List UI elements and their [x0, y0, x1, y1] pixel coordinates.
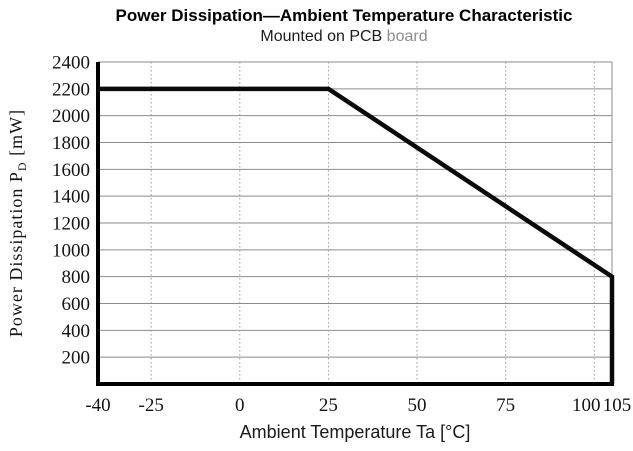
y-tick-label: 800: [62, 267, 91, 288]
chart-subtitle: Mounted on PCB board: [55, 28, 633, 46]
y-tick-label: 1400: [52, 187, 90, 208]
x-tick-label: 50: [408, 395, 427, 416]
y-axis-title: Power Dissipation PD [mW]: [6, 109, 29, 337]
chart-title: Power Dissipation—Ambient Temperature Ch…: [115, 6, 573, 25]
y-tick-label: 600: [62, 294, 91, 315]
y-tick-label: 2400: [52, 53, 90, 74]
x-tick-label: -25: [139, 395, 164, 416]
y-tick-label: 2200: [52, 79, 90, 100]
y-tick-label: 1200: [52, 214, 90, 235]
x-tick-label: 100: [572, 395, 601, 416]
y-tick-label: 200: [62, 348, 91, 369]
y-tick-label: 2000: [52, 106, 90, 127]
x-tick-label: 0: [235, 395, 245, 416]
y-tick-label: 1000: [52, 240, 90, 261]
x-tick-label: 25: [319, 395, 338, 416]
y-tick-label: 1800: [52, 133, 90, 154]
power-derating-line: [98, 86, 615, 384]
x-tick-label: -40: [85, 395, 110, 416]
chart-subtitle-note: board: [382, 28, 428, 45]
y-tick-label: 400: [62, 321, 91, 342]
x-axis-title: Ambient Temperature Ta [°C]: [240, 422, 471, 442]
x-tick-label: 75: [496, 395, 515, 416]
chart-subtitle-main: Mounted on PCB: [260, 28, 383, 45]
y-tick-label: 1600: [52, 160, 90, 181]
x-tick-label: 105: [603, 395, 632, 416]
